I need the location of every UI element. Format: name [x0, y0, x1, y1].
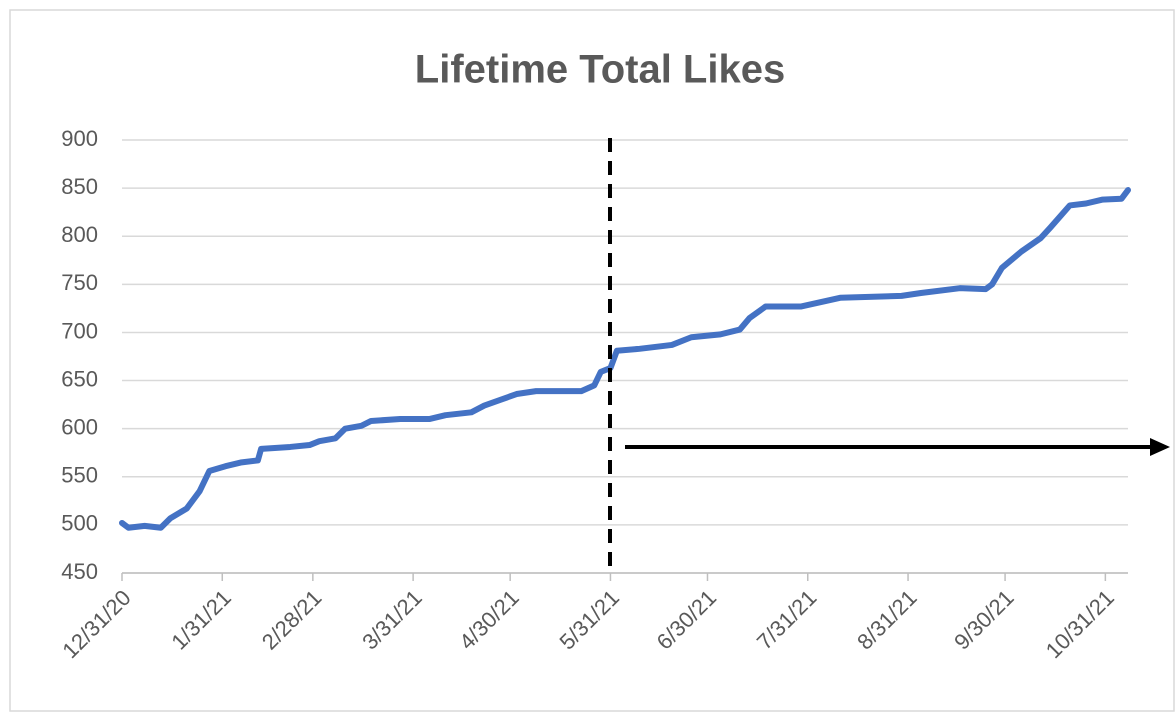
- y-tick-label: 550: [61, 463, 98, 488]
- y-tick-label: 700: [61, 318, 98, 343]
- y-tick-label: 750: [61, 270, 98, 295]
- data-line: [119, 187, 1131, 531]
- chart-title: Lifetime Total Likes: [415, 48, 785, 92]
- chart-frame: [9, 9, 1175, 712]
- arrow-head: [1150, 438, 1170, 456]
- y-tick-label: 650: [61, 366, 98, 391]
- y-tick-label: 900: [61, 126, 98, 151]
- y-tick-label: 450: [61, 559, 98, 584]
- y-tick-label: 850: [61, 174, 98, 199]
- y-tick-label: 600: [61, 414, 98, 439]
- y-tick-label: 800: [61, 222, 98, 247]
- y-tick-label: 500: [61, 511, 98, 536]
